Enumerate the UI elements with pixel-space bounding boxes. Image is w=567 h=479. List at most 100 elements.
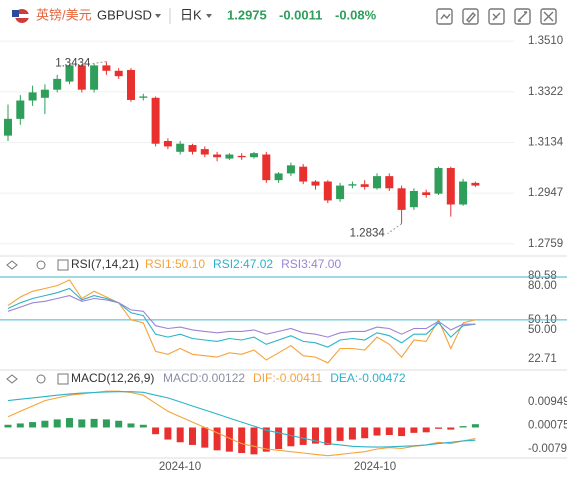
settings-button[interactable] bbox=[36, 260, 46, 270]
macd-bar bbox=[29, 422, 37, 428]
macd-bar bbox=[176, 427, 184, 443]
macd-bar bbox=[41, 420, 49, 428]
macd-line bbox=[7, 391, 476, 448]
collapse-button[interactable] bbox=[6, 260, 18, 270]
candle-body bbox=[127, 69, 135, 100]
macd-bar bbox=[66, 418, 73, 428]
candle-body bbox=[65, 65, 74, 82]
legend-entry: MACD:0.00122 bbox=[163, 371, 245, 385]
macd-bar bbox=[398, 427, 406, 437]
y-tick-label: 1.3134 bbox=[528, 137, 564, 149]
macd-bar bbox=[336, 427, 344, 441]
candle-body bbox=[373, 176, 381, 189]
candle-body bbox=[422, 192, 431, 196]
rsi-title: RSI(7,14,21) bbox=[71, 257, 139, 271]
candle-body bbox=[77, 65, 86, 90]
candle-body bbox=[188, 145, 197, 152]
macd-bar bbox=[189, 427, 196, 445]
macd-bar bbox=[385, 427, 393, 435]
y-tick-label: 1.2759 bbox=[528, 238, 563, 250]
collapse-button[interactable] bbox=[6, 374, 18, 384]
x-tick-label: 2024-10 bbox=[354, 461, 396, 473]
macd-bar bbox=[53, 419, 61, 428]
expand-button[interactable] bbox=[57, 373, 69, 385]
price-change: -0.0011 bbox=[279, 7, 322, 22]
settings-button[interactable] bbox=[488, 8, 505, 25]
macd-bar bbox=[299, 427, 307, 445]
macd-bar bbox=[102, 419, 110, 428]
expand-button[interactable] bbox=[57, 259, 69, 271]
candle-body bbox=[471, 182, 480, 186]
macd-bar bbox=[262, 427, 270, 452]
candle-body bbox=[102, 65, 111, 71]
candle-body bbox=[16, 100, 25, 119]
legend-entry: RSI2:47.02 bbox=[213, 257, 273, 271]
macd-bar bbox=[90, 418, 98, 428]
macd-bar bbox=[16, 423, 24, 428]
fullscreen-button[interactable] bbox=[514, 8, 531, 25]
legend-entry: DIF:-0.00411 bbox=[253, 371, 322, 385]
macd-bar bbox=[447, 427, 455, 430]
last-price: 1.2975 bbox=[227, 7, 267, 22]
candle-body bbox=[176, 143, 185, 152]
candle-body bbox=[90, 65, 99, 90]
candle-body bbox=[274, 173, 283, 181]
candle-body bbox=[163, 141, 172, 147]
candle-body bbox=[225, 154, 234, 159]
macd-bar bbox=[250, 427, 258, 455]
dropdown-arrow[interactable] bbox=[155, 14, 161, 18]
candle-body bbox=[434, 168, 443, 194]
macd-title: MACD(12,26,9) bbox=[71, 371, 154, 385]
rsi-line bbox=[7, 295, 476, 338]
settings-button[interactable] bbox=[36, 374, 46, 384]
macd-bar bbox=[213, 427, 221, 451]
candle-body bbox=[286, 165, 295, 174]
macd-bar bbox=[287, 427, 295, 447]
y-tick-label: 1.3510 bbox=[528, 35, 563, 47]
candle-body bbox=[348, 184, 357, 186]
macd-bar bbox=[361, 427, 369, 439]
y-tick-label: 0.00949 bbox=[528, 396, 567, 408]
legend-entry: DEA:-0.00472 bbox=[330, 371, 406, 385]
y-tick-label: 80.58 bbox=[528, 270, 557, 282]
close-button[interactable] bbox=[540, 8, 557, 25]
macd-bar bbox=[127, 423, 135, 428]
symbol[interactable]: GBPUSD bbox=[97, 7, 152, 22]
macd-bar bbox=[324, 427, 332, 445]
draw-button[interactable] bbox=[462, 8, 479, 25]
candle-body bbox=[139, 96, 148, 98]
macd-bar bbox=[422, 427, 430, 433]
candle-body bbox=[446, 168, 455, 205]
candle-body bbox=[459, 181, 468, 205]
macd-bar bbox=[348, 427, 356, 440]
macd-bar bbox=[201, 427, 209, 448]
candle-body bbox=[151, 97, 160, 144]
macd-bar bbox=[312, 427, 319, 444]
macd-bar bbox=[459, 426, 467, 428]
macd-bar bbox=[238, 427, 246, 454]
dropdown-arrow[interactable] bbox=[206, 14, 212, 18]
annotation-label: 1.3434 bbox=[55, 58, 91, 70]
x-tick-label: 2024-10 bbox=[159, 461, 201, 473]
macd-bar bbox=[275, 427, 283, 449]
macd-bar bbox=[410, 427, 418, 433]
macd-bar bbox=[115, 420, 123, 428]
flag-icon bbox=[12, 9, 29, 23]
candle-body bbox=[409, 190, 418, 208]
candle-body bbox=[53, 78, 62, 90]
rsi-controls bbox=[6, 259, 69, 385]
macd-bar bbox=[164, 427, 172, 440]
macd-bar bbox=[435, 427, 442, 429]
pair-name[interactable]: 英镑/美元 bbox=[36, 7, 92, 22]
period[interactable]: 日K bbox=[180, 7, 202, 22]
rsi-line bbox=[7, 287, 476, 348]
indicator-button[interactable] bbox=[436, 8, 453, 25]
y-tick-label: 0.00075 bbox=[528, 419, 567, 431]
candle-body bbox=[4, 118, 12, 136]
macd-bar bbox=[471, 424, 479, 428]
candle-body bbox=[336, 185, 345, 200]
candle-body bbox=[28, 92, 37, 101]
candle-body bbox=[114, 70, 123, 77]
candle-body bbox=[237, 155, 246, 158]
y-tick-label: 22.71 bbox=[528, 353, 557, 365]
